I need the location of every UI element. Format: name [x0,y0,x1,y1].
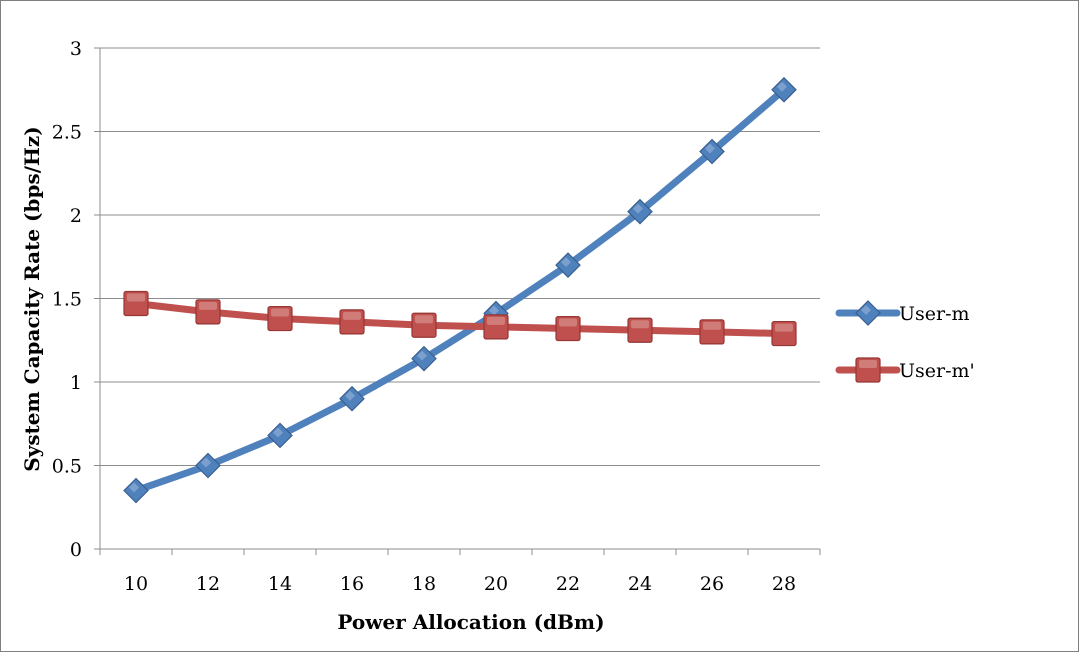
series-1-point [771,76,797,103]
series-1-point [411,345,437,372]
series-2-point [699,319,725,345]
axes [94,47,821,555]
legend: User-m User-m' [835,300,975,383]
legend-marker-1-highlight [861,305,871,315]
series-2-point [627,317,653,343]
series-2-point-highlight [487,316,505,325]
series-2-point [339,309,365,335]
x-tick-label: 20 [484,573,508,595]
x-tick-labels: 10 12 14 16 18 20 22 24 26 28 [124,573,796,595]
series-2-point-highlight [415,315,433,324]
series-2-point [123,290,149,317]
series-markers [123,76,797,504]
x-tick-label: 26 [700,573,724,595]
series-1-point-highlight [489,305,499,316]
series-1-point-highlight [345,390,355,401]
x-tick-label: 28 [772,573,796,595]
series-1-point-highlight [129,482,139,493]
y-tick-label: 1 [70,372,82,394]
series-2-point [411,312,437,338]
series-2-point-highlight [631,320,649,329]
gridlines [100,47,820,466]
series-1-point [267,422,293,449]
y-axis-title: System Capacity Rate (bps/Hz) [20,126,44,472]
legend-marker-1 [855,300,881,326]
series-1-point-highlight [273,427,283,438]
legend-marker-2-highlight [859,360,877,368]
series-2-point-highlight [199,301,217,310]
y-tick-label: 3 [70,38,82,60]
legend-label-1: User-m [899,303,970,325]
series-1-point-highlight [201,457,211,468]
series-1-point [699,138,725,165]
series-2-point [483,314,509,340]
y-tick-label: 0 [70,539,82,561]
series-line-1 [132,86,788,495]
x-tick-label: 22 [556,573,580,595]
series-2-point-highlight [559,318,577,327]
series-2-point [555,315,581,342]
series-2-point-highlight [703,321,721,330]
series-1-point-highlight [633,203,643,214]
series-2-point [771,320,797,347]
series-line-2 [132,300,788,338]
y-tick-label: 0.5 [52,456,82,478]
series-2-point-highlight [271,308,289,317]
series-1-point-highlight [705,143,715,154]
x-tick-label: 12 [196,573,220,595]
series-2-point-highlight [775,323,793,332]
series-2-point-highlight [343,311,361,320]
y-tick-label: 2.5 [52,122,82,144]
series-1-point [195,452,221,479]
series-2-point [195,299,221,325]
x-tick-label: 14 [268,573,292,595]
series-2-point-highlight [127,293,145,302]
series-1-point [123,477,149,504]
x-tick-label: 18 [412,573,436,595]
x-tick-label: 16 [340,573,364,595]
series-1-point [627,198,653,225]
y-tick-label: 2 [70,205,82,227]
series-1-point-highlight [777,81,787,92]
series-2-point [267,305,293,332]
series-1-point [339,385,365,412]
series-1-point [555,252,581,278]
series-1-point-highlight [561,257,571,268]
legend-label-2: User-m' [899,360,975,382]
x-tick-label: 10 [124,573,148,595]
legend-marker-2 [855,357,881,383]
x-axis-title: Power Allocation (dBm) [337,610,604,634]
x-tick-label: 24 [628,573,652,595]
series-1-point-highlight [417,350,427,361]
y-tick-label: 1.5 [52,289,82,311]
series-lines [132,86,788,495]
y-tick-labels: 0 0.5 1 1.5 2 2.5 3 [52,38,82,561]
